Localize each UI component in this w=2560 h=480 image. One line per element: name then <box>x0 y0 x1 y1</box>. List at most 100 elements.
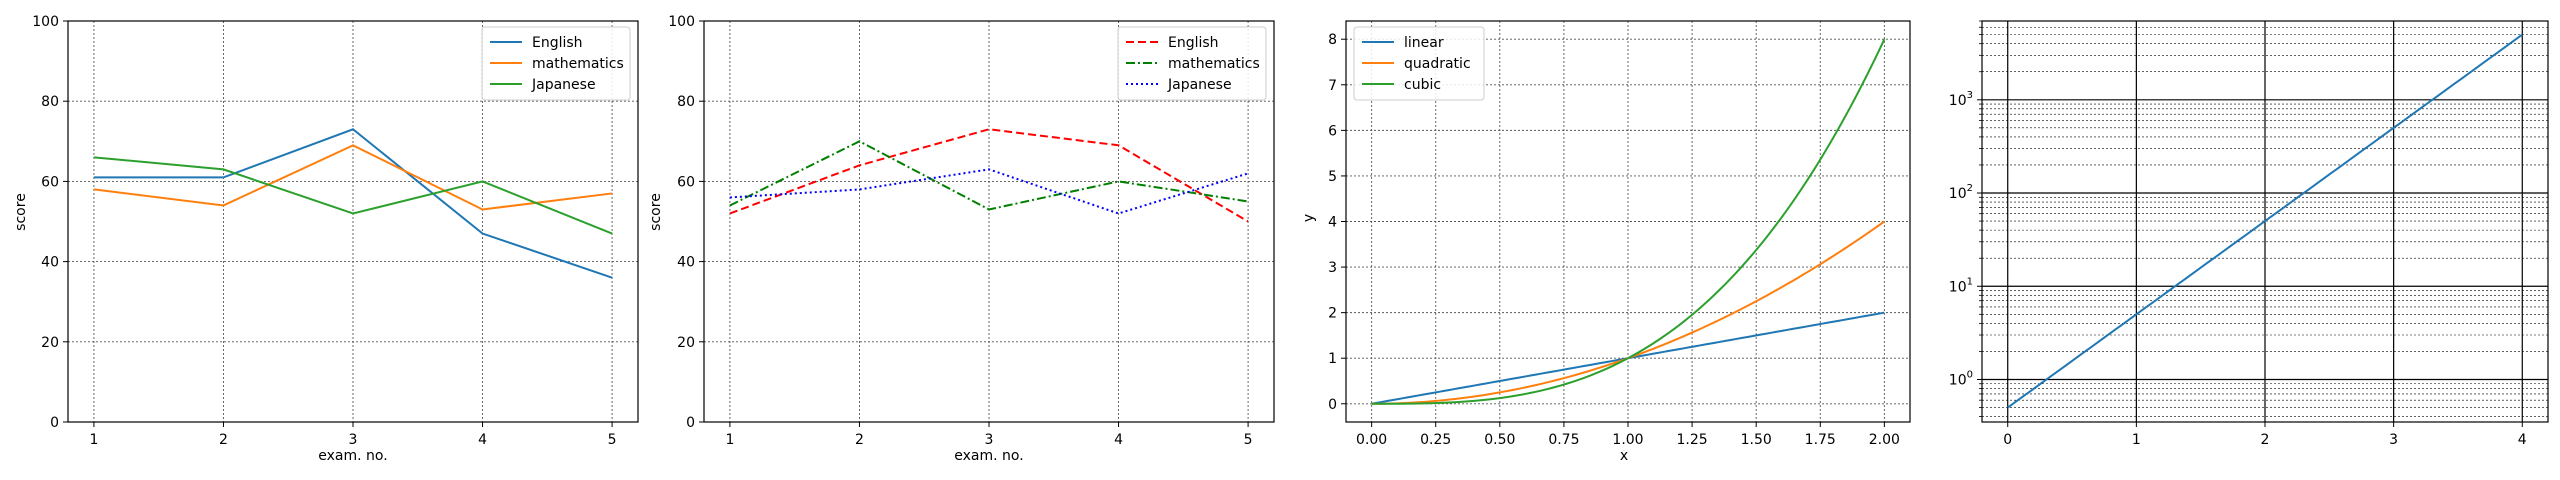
ticks: 1 2 3 4 5 0 20 40 60 80 100 <box>668 14 1252 448</box>
series-line-english <box>729 128 1249 223</box>
x-tick-label: 1 <box>89 432 98 448</box>
y-tick-label: 8 <box>1328 32 1337 48</box>
tick-base: 10 <box>1949 93 1967 109</box>
y-tick-label: 7 <box>1328 78 1337 94</box>
legend-label: English <box>532 35 583 51</box>
y-tick-label: 0 <box>1328 397 1337 413</box>
tick-exponent: 1 <box>1967 276 1973 287</box>
legend-label: mathematics <box>1168 56 1260 72</box>
series-line-cubic <box>1371 38 1886 405</box>
x-tick-label: 1 <box>2132 432 2141 448</box>
series-group <box>93 128 613 279</box>
y-tick-label: 4 <box>1328 215 1337 231</box>
axes-frame <box>703 20 1275 423</box>
x-tick-label: 4 <box>2518 432 2527 448</box>
tick-base: 10 <box>1949 372 1967 388</box>
series-line-japanese <box>93 156 613 235</box>
legend: linear quadratic cubic <box>1353 26 1485 101</box>
y-tick-label: 20 <box>41 335 59 351</box>
legend-label: quadratic <box>1404 56 1471 72</box>
y-tick-label: 102 <box>1949 183 1973 202</box>
y-tick-label: 103 <box>1949 90 1973 109</box>
legend-label: mathematics <box>532 56 624 72</box>
grid <box>1346 21 1910 422</box>
y-tick-label: 2 <box>1328 306 1337 322</box>
y-tick-label: 20 <box>677 335 695 351</box>
x-tick-label: 5 <box>608 432 617 448</box>
y-tick-label: 40 <box>677 255 695 271</box>
x-tick-label: 0 <box>2003 432 2012 448</box>
y-tick-label: 60 <box>677 174 695 190</box>
tick-base: 10 <box>1949 186 1967 202</box>
series-line-mathematics <box>93 144 613 211</box>
y-tick-label: 60 <box>41 174 59 190</box>
legend-label: linear <box>1404 35 1444 51</box>
x-tick-label: 4 <box>478 432 487 448</box>
y-tick-label: 101 <box>1949 276 1973 295</box>
x-tick-label: 2 <box>219 432 228 448</box>
series-line-mathematics <box>729 140 1249 211</box>
series-line-english <box>93 128 613 279</box>
y-tick-label: 40 <box>41 255 59 271</box>
chart-3-polynomials: y x 0.00 0.25 0.50 0.75 1.00 1.25 1.50 1.75 2.00… <box>1301 20 1911 464</box>
x-tick-label: 0.50 <box>1484 432 1515 448</box>
series-line-japanese <box>729 168 1249 215</box>
chart-2-exam-scores-styled: score exam. no. 1 2 3 4 5 0 20 40 60 80 100 English… <box>648 14 1275 464</box>
tick-base: 10 <box>1949 279 1967 295</box>
y-tick-label: 3 <box>1328 260 1337 276</box>
tick-exponent: 2 <box>1967 183 1973 194</box>
legend-box <box>481 26 631 101</box>
chart-3-y-axis-label: y <box>1301 214 1317 222</box>
chart-1-x-axis-label: exam. no. <box>318 448 387 464</box>
y-tick-label: 80 <box>41 94 59 110</box>
tick-exponent: 3 <box>1967 90 1973 101</box>
legend-box <box>1353 26 1485 101</box>
chart-2-x-axis-label: exam. no. <box>954 448 1023 464</box>
x-tick-label: 3 <box>985 432 994 448</box>
x-tick-label: 0.75 <box>1548 432 1579 448</box>
y-tick-label: 100 <box>1949 369 1973 388</box>
x-tick-label: 2.00 <box>1869 432 1900 448</box>
legend-box <box>1117 26 1267 101</box>
series-line-data <box>2007 33 2523 409</box>
x-tick-label: 5 <box>1244 432 1253 448</box>
x-tick-label: 1.75 <box>1805 432 1836 448</box>
y-tick-label: 100 <box>32 14 59 30</box>
y-tick-label: 1 <box>1328 351 1337 367</box>
x-tick-label: 4 <box>1114 432 1123 448</box>
x-tick-label: 0.00 <box>1356 432 1387 448</box>
x-tick-label: 1.25 <box>1677 432 1708 448</box>
axes-frame <box>1345 20 1911 423</box>
chart-1-y-axis-label: score <box>13 193 29 231</box>
y-tick-label: 0 <box>50 415 59 431</box>
x-tick-label: 1.50 <box>1741 432 1772 448</box>
chart-1-exam-scores: score exam. no. 1 2 3 4 5 0 20 40 60 80 100 English… <box>13 14 639 464</box>
x-tick-label: 3 <box>2389 432 2398 448</box>
axes-frame <box>1981 20 2549 423</box>
y-tick-label: 100 <box>668 14 695 30</box>
y-tick-label: 0 <box>686 415 695 431</box>
x-tick-label: 1 <box>725 432 734 448</box>
legend: English mathematics Japanese <box>481 26 631 101</box>
chart-2-y-axis-label: score <box>648 193 664 231</box>
legend-label: Japanese <box>1167 77 1232 93</box>
ticks: 0.00 0.25 0.50 0.75 1.00 1.25 1.50 1.75 2.00 0 1 2 3… <box>1328 32 1900 448</box>
y-tick-label: 6 <box>1328 123 1337 139</box>
x-tick-label: 2 <box>855 432 864 448</box>
x-tick-label: 2 <box>2261 432 2270 448</box>
x-tick-label: 3 <box>349 432 358 448</box>
tick-exponent: 0 <box>1967 369 1973 380</box>
x-tick-label: 1.00 <box>1612 432 1643 448</box>
ticks: 1 2 3 4 5 0 20 40 60 80 100 <box>32 14 616 448</box>
axes-frame <box>67 20 639 423</box>
y-tick-label: 80 <box>677 94 695 110</box>
legend: English mathematics Japanese <box>1117 26 1267 101</box>
series-group <box>729 128 1249 223</box>
series-group <box>2007 33 2523 409</box>
series-group <box>1371 38 1886 405</box>
legend-label: cubic <box>1404 77 1441 93</box>
x-tick-label: 0.25 <box>1420 432 1451 448</box>
